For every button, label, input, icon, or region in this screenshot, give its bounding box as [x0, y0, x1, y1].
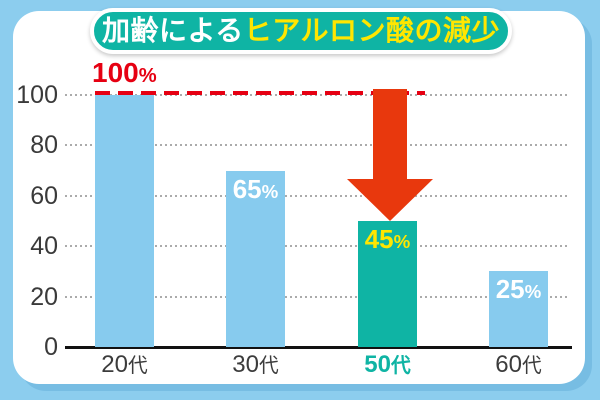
chart-bar-3: [358, 221, 417, 347]
bar-value-label: 65%: [232, 173, 279, 204]
x-axis-category-label: 20代: [101, 351, 148, 378]
chart-bar-4: [489, 271, 548, 347]
decline-arrow-shaft: [373, 89, 407, 179]
chart-bar-1: [95, 95, 154, 347]
gridline-80: [65, 144, 568, 147]
x-axis-category-label: 60代: [495, 351, 542, 378]
y-axis-tick-label: 60: [30, 181, 58, 210]
chart-title: 加齢によるヒアルロン酸の減少: [102, 17, 500, 45]
gridline-60: [65, 194, 568, 197]
x-axis-category-label: 30代: [232, 351, 279, 378]
bar-value-label: 45%: [364, 224, 411, 254]
title-highlight: ヒアルロン酸の減少: [243, 15, 500, 46]
x-axis-category-label: 50代: [364, 351, 411, 378]
title-prefix: 加齢による: [102, 15, 244, 46]
gridline-40: [65, 245, 568, 248]
y-axis-tick-label: 80: [30, 131, 58, 160]
bar-value-label: 100%: [92, 57, 157, 88]
reference-line-100: [95, 91, 425, 95]
gridline-100: [65, 94, 568, 96]
y-axis-tick-label: 20: [30, 282, 58, 311]
decline-arrow-head: [347, 179, 433, 221]
y-axis-tick-label: 40: [30, 232, 58, 261]
bar-value-label: 25%: [495, 274, 542, 305]
y-axis-tick-label: 100: [16, 81, 58, 109]
x-axis-line: [65, 346, 572, 349]
chart-title-pill: 加齢によるヒアルロン酸の減少: [90, 8, 512, 54]
y-axis-tick-label: 0: [44, 333, 58, 361]
gridline-20: [65, 295, 568, 298]
chart-bar-2: [226, 170, 285, 347]
